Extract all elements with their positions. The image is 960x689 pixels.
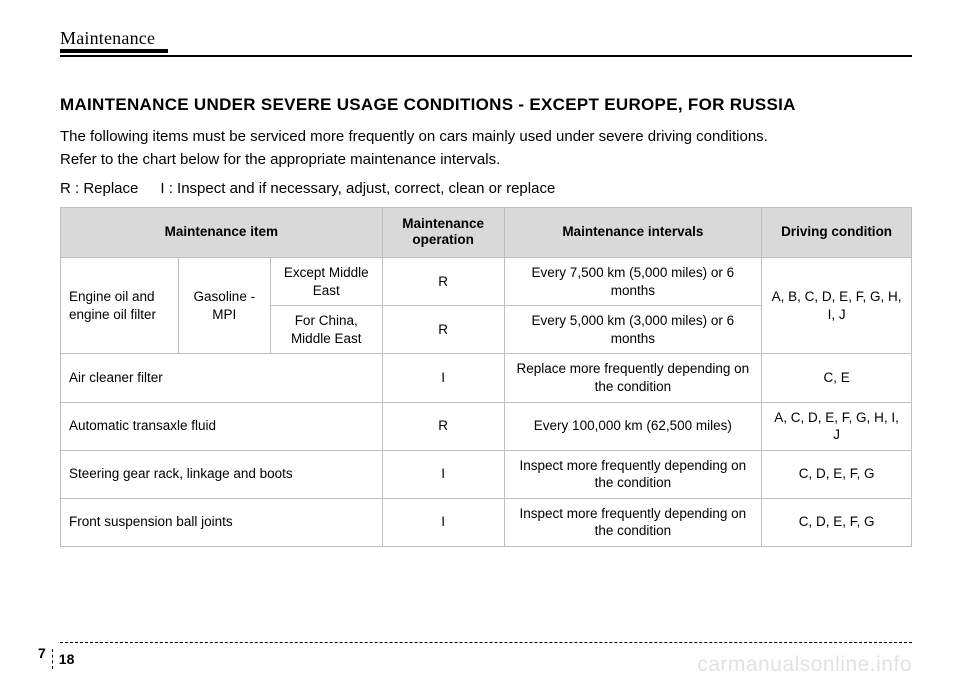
watermark: carmanualsonline.info bbox=[697, 653, 912, 677]
table-row: Engine oil and engine oil filter Gasolin… bbox=[61, 258, 912, 306]
legend-i: I : Inspect and if necessary, adjust, co… bbox=[160, 180, 555, 197]
cell-air-int: Replace more frequently depending on the… bbox=[504, 354, 762, 402]
cell-steer-op: I bbox=[382, 450, 504, 498]
cell-for-china-me: For China, Middle East bbox=[270, 306, 382, 354]
cell-air-op: I bbox=[382, 354, 504, 402]
maintenance-table: Maintenance item Maintenance operation M… bbox=[60, 207, 912, 547]
intro-block: The following items must be serviced mor… bbox=[60, 125, 912, 172]
cell-steer-int: Inspect more frequently depending on the… bbox=[504, 450, 762, 498]
cell-atf-item: Automatic transaxle fluid bbox=[61, 402, 383, 450]
intro-line-2: Refer to the chart below for the appropr… bbox=[60, 148, 912, 171]
cell-engine-cond: A, B, C, D, E, F, G, H, I, J bbox=[762, 258, 912, 354]
cell-r2-int: Every 5,000 km (3,000 miles) or 6 months bbox=[504, 306, 762, 354]
cell-air-item: Air cleaner filter bbox=[61, 354, 383, 402]
footer-rule bbox=[60, 642, 912, 643]
intro-line-1: The following items must be serviced mor… bbox=[60, 125, 912, 148]
table-row: Air cleaner filter I Replace more freque… bbox=[61, 354, 912, 402]
cell-air-cond: C, E bbox=[762, 354, 912, 402]
th-item: Maintenance item bbox=[61, 207, 383, 258]
cell-susp-cond: C, D, E, F, G bbox=[762, 498, 912, 546]
legend: R : Replace I : Inspect and if necessary,… bbox=[60, 180, 912, 197]
cell-r2-op: R bbox=[382, 306, 504, 354]
cell-atf-cond: A, C, D, E, F, G, H, I, J bbox=[762, 402, 912, 450]
section-label: Maintenance bbox=[60, 28, 168, 51]
table-header-row: Maintenance item Maintenance operation M… bbox=[61, 207, 912, 258]
th-intervals: Maintenance intervals bbox=[504, 207, 762, 258]
cell-engine-oil: Engine oil and engine oil filter bbox=[61, 258, 179, 354]
th-condition: Driving condition bbox=[762, 207, 912, 258]
cell-atf-op: R bbox=[382, 402, 504, 450]
page-number-value: 18 bbox=[53, 651, 75, 667]
cell-atf-int: Every 100,000 km (62,500 miles) bbox=[504, 402, 762, 450]
th-operation: Maintenance operation bbox=[382, 207, 504, 258]
legend-r: R : Replace bbox=[60, 180, 138, 197]
cell-gasoline-mpi: Gasoline - MPI bbox=[178, 258, 270, 354]
table-row: Steering gear rack, linkage and boots I … bbox=[61, 450, 912, 498]
page: Maintenance MAINTENANCE UNDER SEVERE USA… bbox=[0, 0, 960, 689]
table-row: Automatic transaxle fluid R Every 100,00… bbox=[61, 402, 912, 450]
section-label-wrap: Maintenance bbox=[60, 28, 168, 53]
cell-except-me: Except Middle East bbox=[270, 258, 382, 306]
cell-r1-int: Every 7,500 km (5,000 miles) or 6 months bbox=[504, 258, 762, 306]
header: Maintenance bbox=[60, 28, 912, 53]
page-title: MAINTENANCE UNDER SEVERE USAGE CONDITION… bbox=[60, 95, 912, 115]
cell-steer-cond: C, D, E, F, G bbox=[762, 450, 912, 498]
cell-susp-int: Inspect more frequently depending on the… bbox=[504, 498, 762, 546]
cell-r1-op: R bbox=[382, 258, 504, 306]
cell-steer-item: Steering gear rack, linkage and boots bbox=[61, 450, 383, 498]
chapter-number: 7 bbox=[38, 649, 53, 669]
top-rule bbox=[60, 55, 912, 57]
cell-susp-op: I bbox=[382, 498, 504, 546]
table-row: Front suspension ball joints I Inspect m… bbox=[61, 498, 912, 546]
cell-susp-item: Front suspension ball joints bbox=[61, 498, 383, 546]
section-underline bbox=[60, 49, 168, 53]
